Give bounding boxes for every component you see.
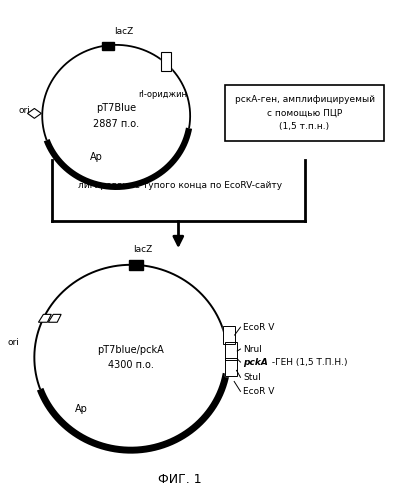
Text: lacZ: lacZ xyxy=(133,246,152,254)
FancyBboxPatch shape xyxy=(161,51,171,71)
Text: 4300 п.о.: 4300 п.о. xyxy=(108,360,154,370)
Text: лигирование тупого конца по EcoRV-сайту: лигирование тупого конца по EcoRV-сайту xyxy=(78,182,282,191)
Text: rl-ориджин: rl-ориджин xyxy=(138,90,187,99)
Bar xyxy=(225,85,385,141)
Text: ori: ori xyxy=(18,106,30,115)
Text: рскА-ген, амплифицируемый
с помощью ПЦР
(1,5 т.п.н.): рскА-ген, амплифицируемый с помощью ПЦР … xyxy=(235,95,375,131)
Text: lacZ: lacZ xyxy=(114,26,134,35)
Bar xyxy=(130,260,143,270)
Text: EcoR V: EcoR V xyxy=(243,323,275,332)
Text: StuI: StuI xyxy=(243,373,261,382)
Text: -ГЕН (1,5 Т.П.Н.): -ГЕН (1,5 Т.П.Н.) xyxy=(269,358,348,367)
Polygon shape xyxy=(28,108,41,118)
Polygon shape xyxy=(38,314,51,322)
Bar xyxy=(102,41,114,49)
Text: 2887 п.о.: 2887 п.о. xyxy=(93,119,139,129)
Text: EcoR V: EcoR V xyxy=(243,387,275,396)
Text: Ap: Ap xyxy=(75,404,88,414)
Bar xyxy=(225,358,237,376)
Bar xyxy=(225,358,237,376)
Bar xyxy=(225,342,237,360)
Text: pckA: pckA xyxy=(243,358,268,367)
Text: pT7Blue: pT7Blue xyxy=(96,103,136,113)
Text: pT7blue/pckA: pT7blue/pckA xyxy=(97,345,164,355)
Polygon shape xyxy=(48,314,61,322)
Text: NruI: NruI xyxy=(243,344,262,354)
Text: ФИГ. 1: ФИГ. 1 xyxy=(158,473,202,486)
Bar xyxy=(225,342,237,360)
Bar xyxy=(223,326,235,344)
Bar xyxy=(223,326,235,344)
Text: Ap: Ap xyxy=(90,152,103,162)
Text: ori: ori xyxy=(8,338,20,347)
